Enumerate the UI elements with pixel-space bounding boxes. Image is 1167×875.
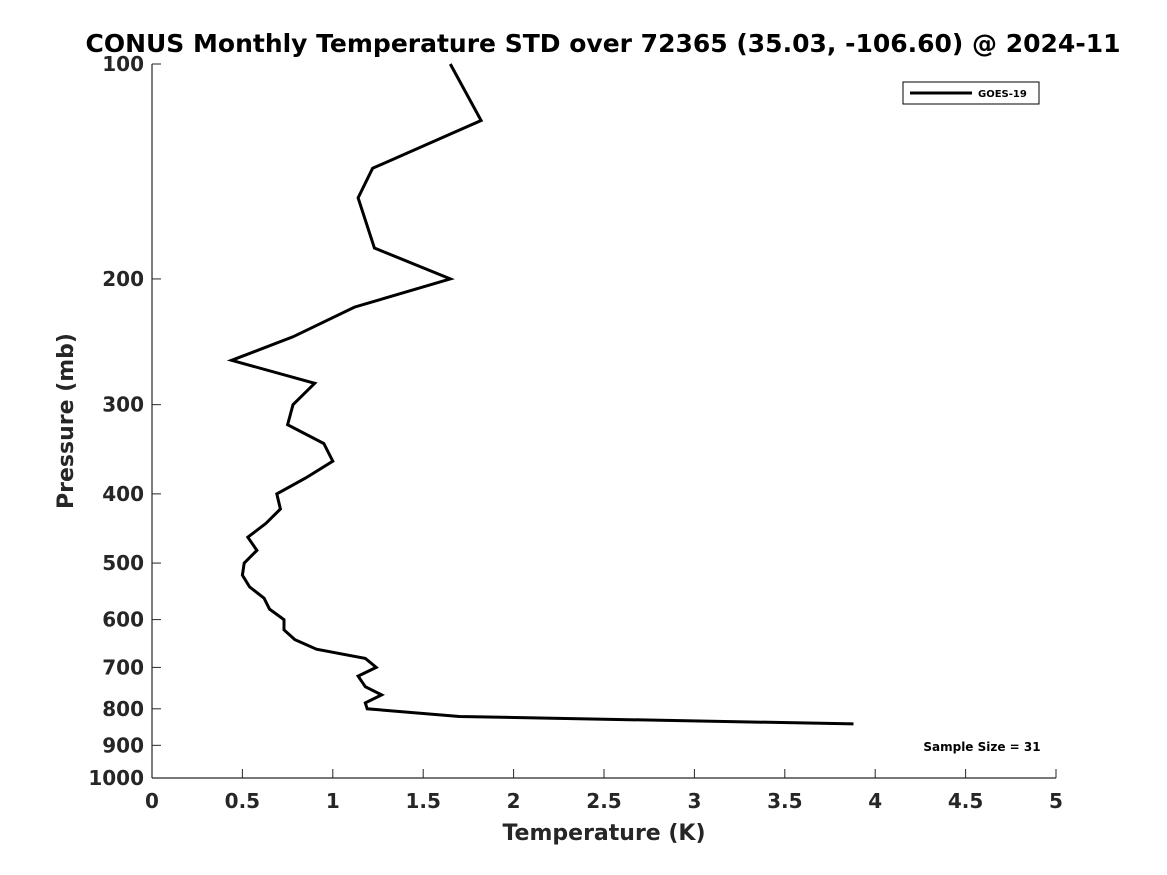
chart-title: CONUS Monthly Temperature STD over 72365… xyxy=(85,29,1120,58)
x-tick-label: 3 xyxy=(687,789,701,813)
x-tick-label: 5 xyxy=(1049,789,1063,813)
plot-area xyxy=(151,63,1056,779)
x-tick-label: 2 xyxy=(507,789,521,813)
x-tick-label: 0 xyxy=(145,789,159,813)
x-tick-label: 0.5 xyxy=(225,789,260,813)
x-tick-label: 1 xyxy=(326,789,340,813)
legend-label-goes-19: GOES-19 xyxy=(978,89,1027,100)
y-tick-label: 800 xyxy=(102,697,144,721)
data-layer xyxy=(226,63,854,726)
plot-background xyxy=(152,64,1056,778)
x-tick-label: 4.5 xyxy=(948,789,983,813)
y-tick-label: 700 xyxy=(102,655,144,679)
series-line-goes-19 xyxy=(226,63,854,726)
y-tick-label: 900 xyxy=(102,733,144,757)
y-axis-label: Pressure (mb) xyxy=(54,333,79,509)
y-tick-label: 400 xyxy=(102,482,144,506)
y-tick-label: 100 xyxy=(102,52,144,76)
x-axis-label: Temperature (K) xyxy=(502,821,705,846)
legend: GOES-19 xyxy=(902,81,1040,105)
y-axis-ticks: 100 200 300 400 500 600 700 800 900 1000 xyxy=(88,52,161,790)
x-tick-label: 1.5 xyxy=(405,789,440,813)
x-axis-ticks: 0 0.5 1 1.5 2 2.5 3 3.5 4 4.5 5 xyxy=(145,769,1063,813)
y-tick-label: 1000 xyxy=(88,766,144,790)
x-tick-label: 3.5 xyxy=(767,789,802,813)
y-tick-label: 200 xyxy=(102,267,144,291)
x-tick-label: 2.5 xyxy=(586,789,621,813)
y-tick-label: 300 xyxy=(102,393,144,417)
sample-size-annotation: Sample Size = 31 xyxy=(923,740,1040,754)
y-tick-label: 600 xyxy=(102,608,144,632)
x-tick-label: 4 xyxy=(868,789,882,813)
y-tick-label: 500 xyxy=(102,551,144,575)
